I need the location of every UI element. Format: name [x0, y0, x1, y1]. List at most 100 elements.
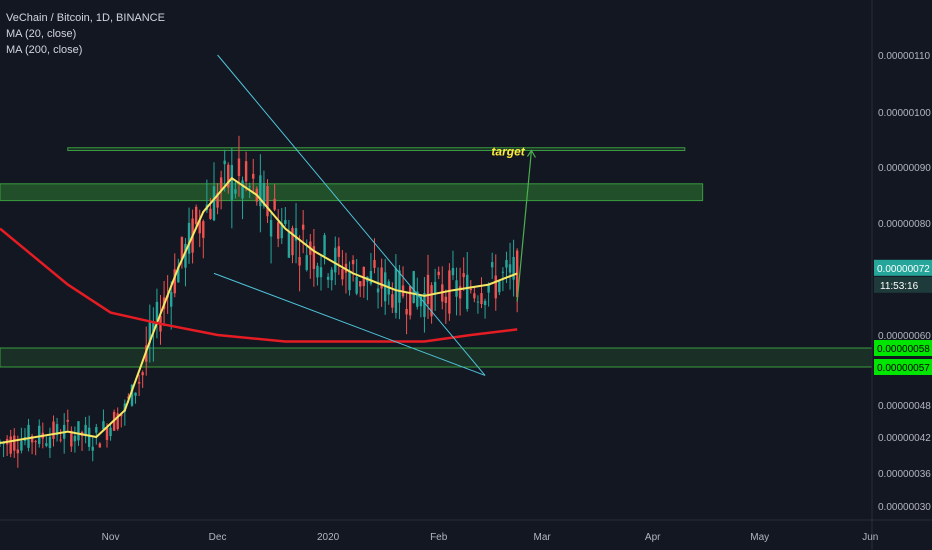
y-tick-label: 0.00000036 — [878, 469, 931, 480]
candle-body — [194, 206, 198, 225]
candle-body — [269, 219, 273, 237]
candle-body — [323, 235, 326, 256]
candle-body — [20, 440, 23, 451]
candle-body — [294, 228, 298, 241]
candle-body — [237, 158, 241, 177]
candle-body — [287, 232, 291, 258]
candle-body — [455, 280, 458, 297]
candle-body — [173, 269, 176, 294]
legend-ma200[interactable]: MA (200, close) — [6, 44, 83, 56]
candle-body — [27, 424, 30, 448]
candle-body — [227, 164, 230, 188]
resistance-zone — [67, 147, 686, 151]
trend-line — [217, 54, 486, 376]
target-arrow — [516, 150, 533, 302]
candle-body — [469, 288, 472, 291]
candle-body — [48, 436, 52, 448]
candle-body — [184, 243, 187, 268]
level-price-label: 0.00000057 — [877, 363, 930, 374]
candle-body — [437, 271, 440, 276]
candle-body — [134, 392, 137, 396]
level-price-label: 0.00000058 — [877, 344, 930, 355]
candle-body — [130, 385, 134, 406]
y-tick-label: 0.00000030 — [878, 502, 931, 513]
candle-body — [305, 255, 308, 270]
candle-body — [405, 308, 408, 315]
x-tick-label: Mar — [534, 532, 552, 543]
candle-body — [512, 257, 515, 280]
candle-body — [301, 224, 305, 230]
candle-body — [55, 424, 59, 436]
candle-body — [498, 281, 501, 293]
trend-line — [213, 272, 486, 376]
candle-body — [77, 421, 80, 441]
candle-body — [102, 421, 105, 430]
candle-body — [508, 264, 512, 273]
candle-body — [262, 182, 266, 207]
candle-body — [348, 271, 351, 291]
lines-layer — [0, 176, 518, 444]
legend-symbol[interactable]: VeChain / Bitcoin, 1D, BINANCE — [6, 12, 165, 24]
candle-body — [433, 281, 437, 294]
countdown-label: 11:53:16 — [880, 281, 919, 292]
candle-body — [351, 260, 355, 265]
ma200-line — [0, 227, 518, 343]
last-price-tag — [874, 259, 932, 276]
candle-body — [170, 292, 173, 307]
candle-body — [419, 296, 423, 307]
candle-body — [280, 223, 283, 239]
candle-body — [66, 419, 69, 422]
y-tick-label: 0.00000100 — [878, 108, 931, 119]
candle-body — [326, 276, 330, 280]
candle-body — [52, 421, 55, 439]
candle-body — [216, 192, 219, 208]
candle-body — [244, 161, 248, 182]
candle-body — [30, 436, 34, 443]
candle-body — [369, 270, 373, 284]
y-tick-label: 0.00000060 — [878, 331, 931, 342]
candle-body — [448, 270, 451, 314]
x-tick-label: 2020 — [317, 532, 340, 543]
candle-body — [152, 323, 155, 332]
candle-body — [466, 274, 469, 309]
candle-body — [494, 275, 497, 299]
candle-body — [391, 294, 394, 308]
candle-body — [59, 439, 62, 441]
candle-body — [408, 285, 412, 316]
candle-body — [187, 222, 191, 254]
candle-body — [487, 284, 490, 293]
candle-body — [212, 186, 216, 221]
ma20-line — [0, 176, 518, 444]
x-tick-label: Apr — [645, 532, 661, 543]
x-tick-label: Jun — [862, 532, 878, 543]
y-tick-label: 0.00000042 — [878, 433, 931, 444]
candle-body — [505, 260, 508, 268]
candle-body — [359, 281, 362, 287]
y-tick-label: 0.00000110 — [878, 51, 931, 62]
candle-body — [277, 222, 280, 239]
candle-body — [273, 198, 276, 210]
candle-body — [120, 414, 123, 417]
candle-body — [334, 247, 337, 273]
candle-body — [330, 269, 333, 281]
candle-body — [45, 443, 48, 446]
candle-body — [141, 372, 144, 376]
candle-body — [316, 265, 319, 278]
candle-body — [177, 266, 180, 283]
candle-body — [248, 186, 251, 188]
x-tick-label: Nov — [102, 532, 120, 543]
legend-ma20[interactable]: MA (20, close) — [6, 28, 77, 40]
candle-body — [95, 427, 98, 433]
target-label: target — [491, 145, 525, 159]
y-tick-label: 0.00000048 — [878, 401, 931, 412]
chart-legend: VeChain / Bitcoin, 1D, BINANCE MA (20, c… — [6, 10, 165, 58]
candle-body — [266, 186, 269, 217]
candle-body — [491, 262, 494, 268]
candle-body — [241, 180, 244, 199]
candles-layer — [0, 135, 519, 468]
candle-body — [155, 301, 159, 321]
candle-body — [98, 443, 102, 448]
candle-body — [298, 257, 301, 266]
